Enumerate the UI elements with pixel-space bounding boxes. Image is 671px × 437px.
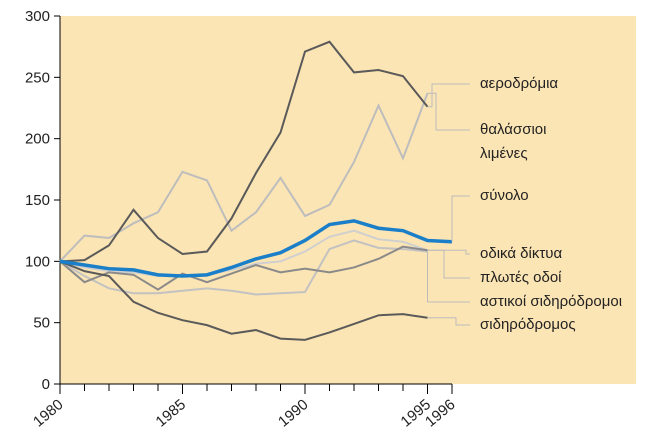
series-label: σύνολο — [480, 187, 529, 204]
y-tick-label: 100 — [25, 253, 50, 270]
series-line — [59, 239, 428, 296]
leader-line — [427, 249, 470, 279]
series-line — [59, 260, 428, 341]
y-tick-label: 0 — [42, 376, 50, 393]
series-label: θαλάσσιοι λιμένες — [480, 121, 547, 162]
y-tick-label: 50 — [33, 315, 50, 332]
leader-line — [427, 251, 470, 303]
y-tick-label: 300 — [25, 8, 50, 25]
x-tick-label: 1990 — [275, 396, 311, 430]
series-label: σιδηρόδρομος — [480, 316, 576, 333]
series-line — [59, 40, 429, 263]
x-tick-label: 1980 — [30, 396, 66, 430]
y-tick-label: 150 — [25, 192, 50, 209]
plot-background — [60, 16, 636, 384]
leader-line — [427, 317, 470, 326]
series-label: αεροδρόμια — [480, 75, 559, 92]
series-line — [59, 219, 453, 278]
series-label: πλωτές οδοί — [480, 269, 562, 286]
x-tick-label: 1985 — [153, 396, 189, 430]
series-label: οδικά δίκτυα — [480, 245, 563, 262]
y-tick-label: 250 — [25, 69, 50, 86]
leader-line — [427, 249, 470, 255]
series-line — [59, 229, 428, 278]
y-tick-label: 200 — [25, 131, 50, 148]
series-label: αστικοί σιδηρόδρομοι — [480, 293, 623, 310]
series-line — [59, 92, 429, 263]
leader-line — [427, 83, 470, 108]
series-line — [59, 245, 428, 291]
leader-line — [451, 195, 470, 242]
x-tick-label: 1996 — [422, 396, 458, 430]
